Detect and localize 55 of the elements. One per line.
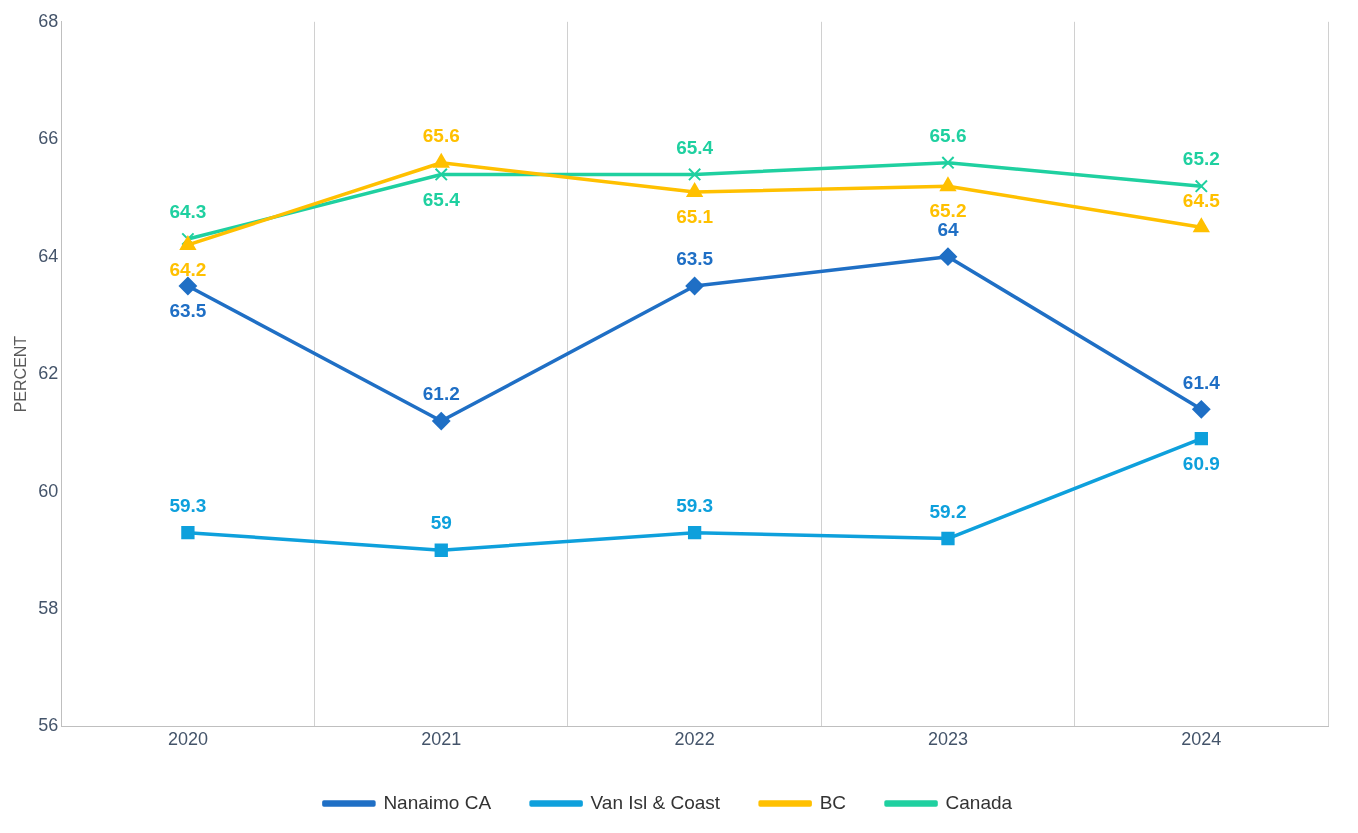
point — [940, 177, 956, 192]
data-label: 64.3 — [169, 201, 207, 223]
legend-label: BC — [819, 791, 847, 813]
point — [433, 153, 450, 168]
point — [1193, 218, 1210, 233]
point — [179, 235, 196, 250]
point — [685, 277, 704, 296]
point — [687, 525, 702, 540]
data-label: 60.9 — [1182, 452, 1220, 474]
y-tick-label: 58 — [38, 597, 59, 618]
point — [938, 247, 957, 266]
legend-label: Nanaimo CA — [383, 791, 492, 813]
x-tick-label: 2023 — [927, 729, 968, 750]
y-tick-label: 64 — [38, 245, 59, 266]
data-label: 64.2 — [169, 259, 207, 281]
point — [181, 525, 195, 540]
y-tick-label: 68 — [38, 10, 59, 31]
legend-label: Canada — [945, 791, 1013, 813]
data-label: 61.4 — [1182, 371, 1221, 393]
y-tick-label: 62 — [38, 363, 59, 384]
data-label: 59.3 — [676, 494, 714, 516]
point — [434, 167, 448, 182]
point — [432, 412, 451, 431]
point — [178, 277, 197, 296]
y-axis-title: PERCENT — [12, 335, 30, 413]
data-label: 65.6 — [422, 124, 460, 146]
data-label: 65.6 — [929, 124, 967, 146]
data-label: 63.5 — [169, 300, 207, 322]
point — [686, 183, 703, 198]
data-label: 64.5 — [1182, 189, 1221, 211]
data-label: 65.2 — [1182, 148, 1220, 170]
point — [181, 232, 195, 246]
point — [1194, 432, 1208, 446]
data-label: 65.4 — [422, 188, 461, 210]
point — [941, 531, 955, 546]
legend-label: Van Isl & Coast — [590, 791, 721, 813]
y-tick-label: 60 — [38, 480, 59, 501]
data-label: 65.1 — [676, 206, 714, 228]
x-tick-label: 2020 — [167, 729, 208, 750]
data-label: 65.4 — [676, 136, 714, 158]
y-tick-label: 56 — [38, 715, 59, 736]
x-tick-label: 2021 — [421, 729, 462, 750]
point — [1192, 400, 1211, 419]
point — [687, 167, 702, 182]
point — [434, 543, 448, 557]
data-label: 59.3 — [169, 494, 207, 516]
x-tick-label: 2024 — [1181, 729, 1222, 750]
point — [1194, 179, 1208, 193]
data-label: 59.2 — [929, 500, 967, 522]
data-label: 63.5 — [676, 248, 714, 270]
data-label: 61.2 — [422, 383, 460, 405]
point — [941, 156, 955, 170]
y-tick-label: 66 — [38, 128, 59, 149]
data-label: 59 — [430, 512, 452, 534]
x-tick-label: 2022 — [674, 729, 715, 750]
